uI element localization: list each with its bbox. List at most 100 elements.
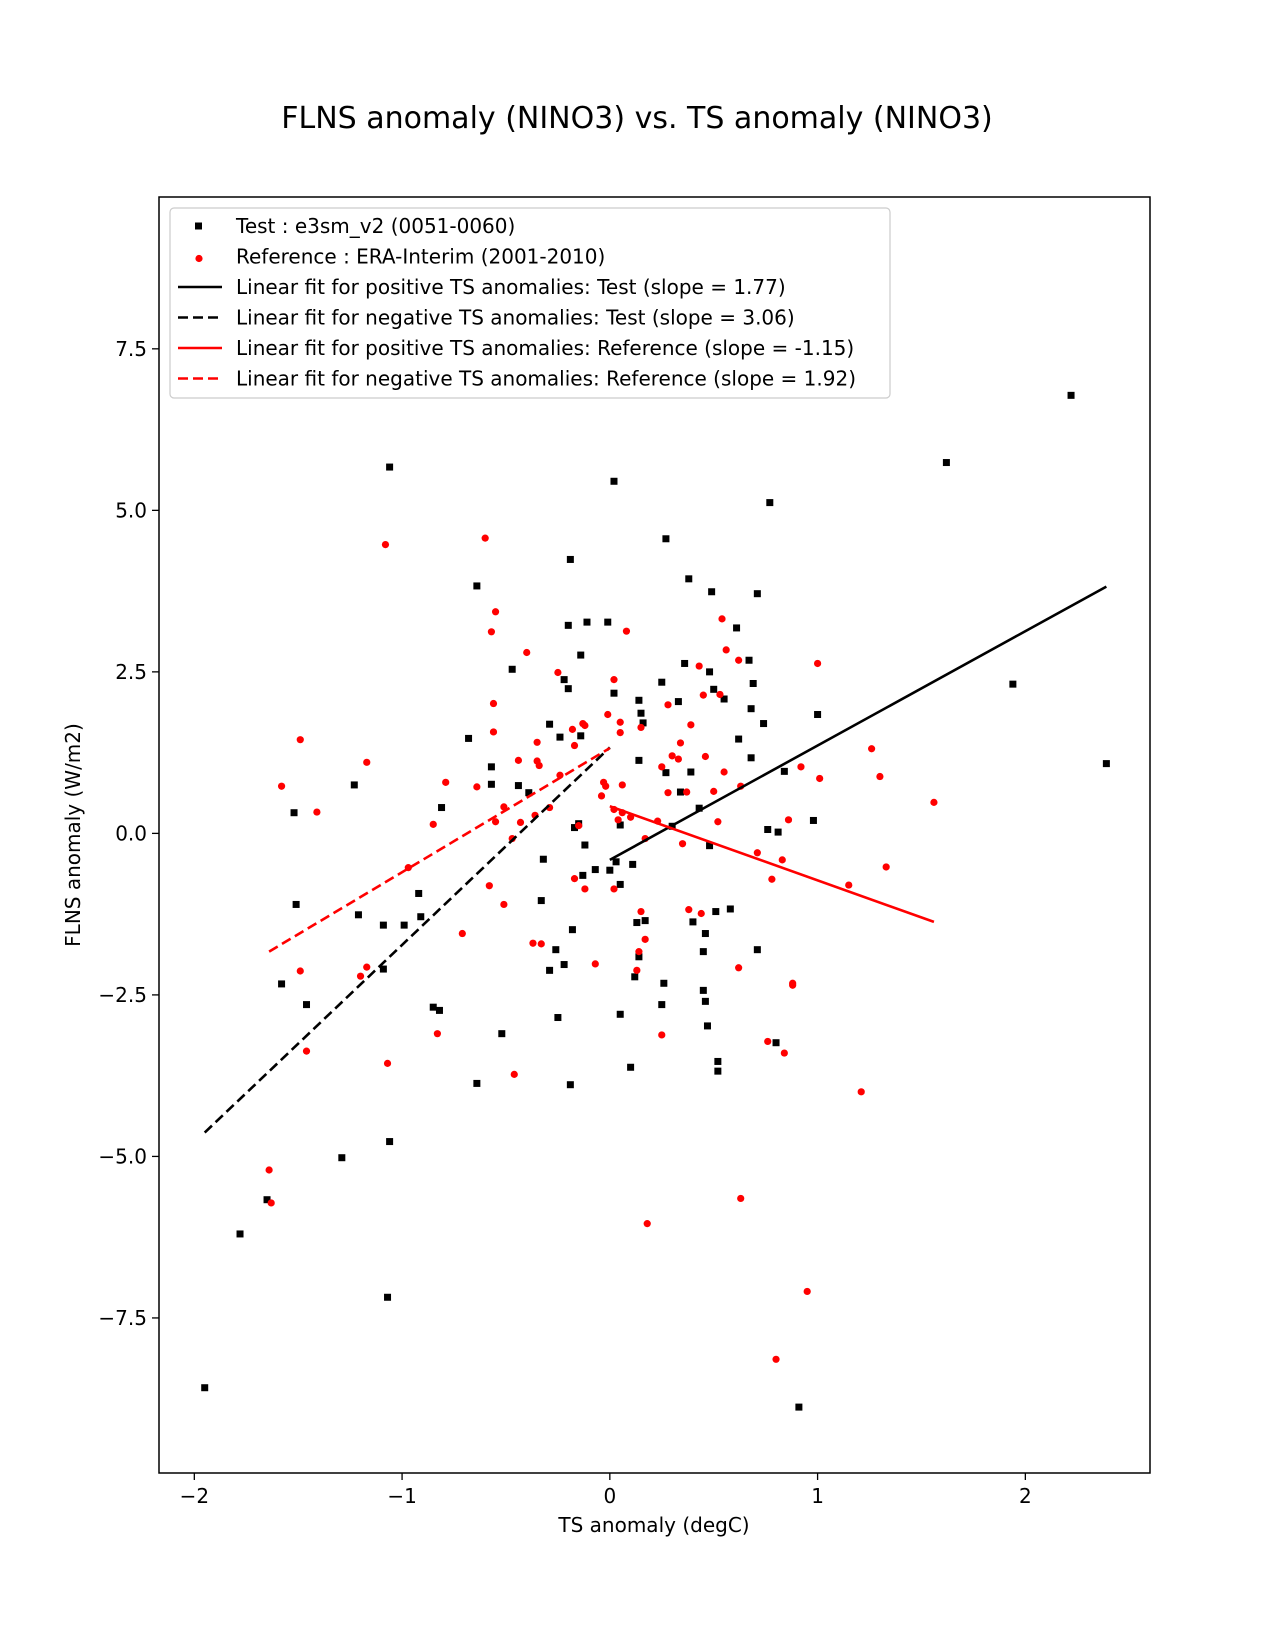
reference-point	[485, 882, 493, 890]
test-point	[795, 1403, 803, 1411]
test-point	[566, 1081, 574, 1089]
test-point	[658, 1001, 666, 1009]
reference-point	[363, 963, 371, 971]
test-point	[435, 1006, 443, 1014]
reference-point	[510, 1070, 518, 1078]
reference-point	[768, 875, 776, 883]
test-point	[201, 1384, 209, 1392]
test-point	[386, 463, 394, 471]
reference-point	[514, 756, 523, 764]
reference-point	[845, 881, 853, 889]
reference-point	[516, 818, 525, 827]
reference-point	[363, 758, 371, 766]
reference-point	[616, 718, 624, 726]
test-point	[616, 821, 624, 829]
series-group	[265, 534, 938, 1363]
reference-point	[433, 1030, 441, 1038]
reference-point	[537, 940, 545, 948]
test-point	[577, 651, 585, 659]
reference-point	[701, 752, 710, 761]
reference-point	[570, 741, 579, 750]
test-point	[635, 696, 643, 704]
test-point	[579, 871, 587, 879]
x-tick-label: 2	[1019, 1484, 1032, 1508]
legend-square-marker	[195, 222, 202, 230]
test-point	[417, 913, 425, 921]
reference-point	[687, 721, 695, 729]
test-point	[292, 900, 300, 908]
reference-point	[604, 710, 612, 719]
reference-point	[556, 771, 564, 779]
test-point	[735, 735, 743, 743]
legend-item: Linear fit for negative TS anomalies: Te…	[178, 306, 795, 330]
reference-point	[658, 1031, 666, 1039]
test-point	[591, 866, 599, 874]
test-point	[338, 1154, 346, 1162]
reference-point	[570, 875, 579, 883]
reference-point	[699, 691, 707, 699]
reference-point	[458, 929, 466, 938]
legend-label: Reference : ERA-Interim (2001-2010)	[236, 245, 605, 269]
reference-point	[664, 789, 672, 797]
reference-point	[618, 781, 626, 789]
test-point	[552, 946, 560, 954]
legend: Test : e3sm_v2 (0051-0060) Reference : ER…	[169, 207, 891, 399]
test-point	[1067, 391, 1075, 399]
reference-point	[523, 648, 531, 657]
reference-point	[489, 699, 498, 708]
solid-fit-line	[609, 805, 935, 924]
test-point	[780, 767, 788, 775]
reference-point	[735, 656, 743, 664]
reference-point	[487, 628, 496, 636]
reference-point	[610, 885, 618, 893]
test-point	[681, 659, 689, 667]
dashed-fit-line	[268, 746, 611, 953]
reference-point	[473, 783, 481, 791]
reference-point	[614, 816, 622, 824]
reference-point	[868, 745, 876, 753]
test-point	[662, 535, 670, 543]
reference-point	[489, 728, 498, 736]
test-point	[760, 720, 768, 728]
reference-point	[735, 964, 743, 972]
x-tick-label: −2	[180, 1484, 209, 1508]
test-point	[635, 953, 643, 961]
reference-point	[529, 939, 537, 947]
reference-point	[813, 659, 822, 668]
test-point	[473, 1079, 481, 1087]
legend-item: Test : e3sm_v2 (0051-0060)	[195, 214, 515, 238]
test-point	[616, 1010, 624, 1018]
test-point	[581, 841, 589, 849]
test-point	[710, 685, 718, 693]
test-point	[695, 804, 703, 812]
test-point	[809, 816, 817, 824]
series-group	[201, 391, 1110, 1411]
reference-point	[643, 1220, 651, 1228]
reference-point	[535, 761, 543, 770]
reference-point	[797, 763, 805, 771]
test-point	[514, 782, 522, 790]
test-point	[1102, 760, 1110, 768]
test-point	[278, 980, 286, 988]
reference-point	[481, 534, 489, 542]
reference-point	[568, 725, 577, 733]
reference-point	[930, 798, 938, 806]
dashed-fit-line	[203, 746, 611, 1134]
test-point	[689, 918, 697, 926]
test-point	[633, 919, 641, 927]
reference-point	[674, 755, 682, 763]
reference-point	[442, 778, 450, 786]
test-point	[384, 1293, 392, 1301]
reference-point	[491, 818, 500, 826]
test-point	[415, 889, 423, 897]
reference-point	[857, 1088, 865, 1096]
reference-point	[296, 736, 304, 744]
test-point	[566, 555, 574, 563]
test-point	[610, 689, 618, 697]
test-point	[745, 656, 753, 664]
x-axis: −2 −1 0 1 2	[180, 1473, 1032, 1508]
test-point	[662, 769, 670, 777]
test-point	[706, 842, 714, 850]
x-tick-label: 0	[603, 1484, 616, 1508]
